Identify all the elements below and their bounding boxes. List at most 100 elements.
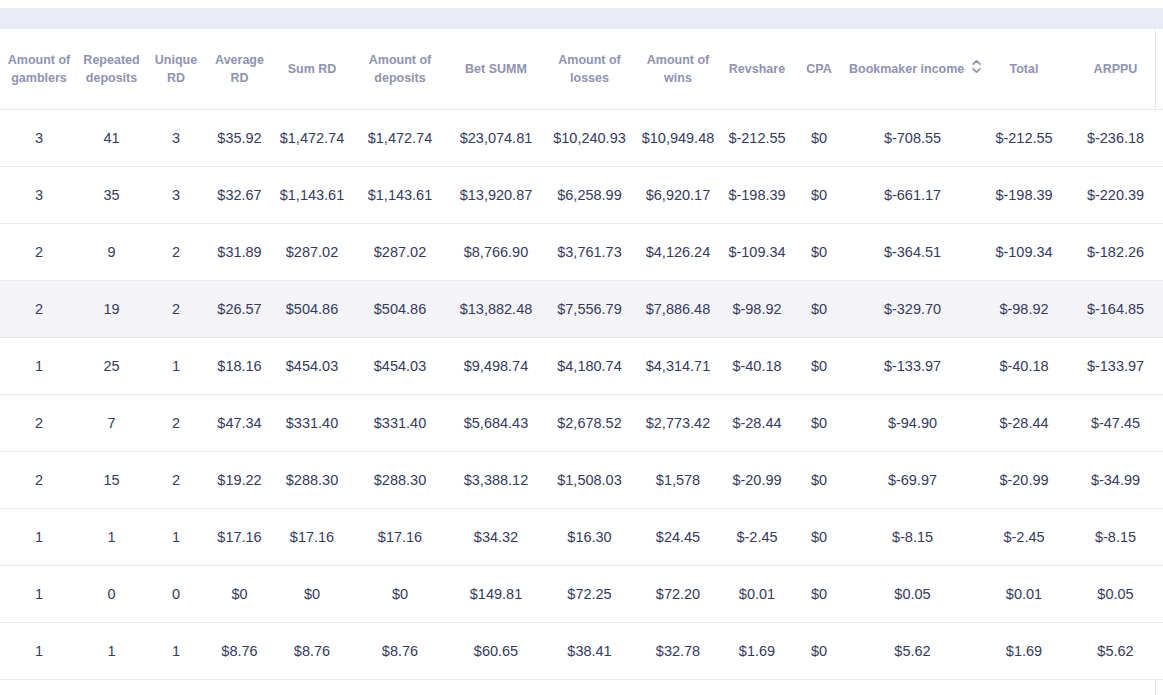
table-row[interactable]: 1251$18.16$454.03$454.03$9,498.74$4,180.…: [0, 337, 1163, 394]
table-body: 3413$35.92$1,472.74$1,472.74$23,074.81$1…: [0, 109, 1163, 679]
cell-revshare: $-109.34: [721, 223, 793, 280]
cell-bookmaker-income: $5.62: [845, 622, 980, 679]
cell-amount-of-losses: $4,180.74: [544, 337, 635, 394]
cell-amount-of-deposits: $288.30: [352, 451, 448, 508]
cell-bet-summ: $13,882.48: [448, 280, 544, 337]
cell-sum-rd: $504.86: [272, 280, 352, 337]
cell-revshare: $-98.92: [721, 280, 793, 337]
cell-average-rd: $8.76: [207, 622, 272, 679]
cell-repeated-deposits: 41: [78, 109, 145, 166]
cell-total: $-212.55: [980, 109, 1068, 166]
cell-unique-rd: 2: [145, 280, 207, 337]
cell-bet-summ: $5,684.43: [448, 394, 544, 451]
cell-amount-of-deposits: $1,472.74: [352, 109, 448, 166]
cell-unique-rd: 2: [145, 223, 207, 280]
cell-arppu: $0.05: [1068, 565, 1163, 622]
cell-total: $-2.45: [980, 508, 1068, 565]
cell-average-rd: $17.16: [207, 508, 272, 565]
table-row[interactable]: 111$8.76$8.76$8.76$60.65$38.41$32.78$1.6…: [0, 622, 1163, 679]
cell-amount-of-losses: $2,678.52: [544, 394, 635, 451]
cell-unique-rd: 0: [145, 565, 207, 622]
table-row[interactable]: 111$17.16$17.16$17.16$34.32$16.30$24.45$…: [0, 508, 1163, 565]
cell-amount-of-gamblers: 2: [0, 394, 78, 451]
cell-average-rd: $18.16: [207, 337, 272, 394]
cell-revshare: $1.69: [721, 622, 793, 679]
cell-cpa: $0: [793, 394, 845, 451]
cell-average-rd: $47.34: [207, 394, 272, 451]
cell-repeated-deposits: 19: [78, 280, 145, 337]
table-row[interactable]: 100$0$0$0$149.81$72.25$72.20$0.01$0$0.05…: [0, 565, 1163, 622]
cell-arppu: $-236.18: [1068, 109, 1163, 166]
cell-repeated-deposits: 1: [78, 508, 145, 565]
cell-amount-of-deposits: $8.76: [352, 622, 448, 679]
cell-bookmaker-income: $-364.51: [845, 223, 980, 280]
table-header: Amount of gamblersRepeated deposits Uniqu…: [0, 29, 1163, 109]
cell-bookmaker-income: $-94.90: [845, 394, 980, 451]
cell-total: $0.01: [980, 565, 1068, 622]
cell-revshare: $-2.45: [721, 508, 793, 565]
cell-amount-of-gamblers: 2: [0, 223, 78, 280]
cell-unique-rd: 3: [145, 166, 207, 223]
column-header-label: Bet SUMM: [465, 62, 527, 76]
cell-amount-of-deposits: $454.03: [352, 337, 448, 394]
column-header-label: Repeated deposits: [83, 53, 139, 85]
horizontal-scrollbar-track[interactable]: [0, 8, 1163, 29]
cell-cpa: $0: [793, 508, 845, 565]
cell-total: $-198.39: [980, 166, 1068, 223]
column-header-arppu: ARPPU: [1068, 29, 1163, 109]
column-header-label: Unique RD: [155, 53, 197, 85]
cell-repeated-deposits: 9: [78, 223, 145, 280]
table-row[interactable]: 3413$35.92$1,472.74$1,472.74$23,074.81$1…: [0, 109, 1163, 166]
cell-bet-summ: $149.81: [448, 565, 544, 622]
column-header-unique-rd: Unique RD: [145, 29, 207, 109]
table-row[interactable]: 3353$32.67$1,143.61$1,143.61$13,920.87$6…: [0, 166, 1163, 223]
cell-amount-of-wins: $4,314.71: [635, 337, 721, 394]
cell-arppu: $-47.45: [1068, 394, 1163, 451]
cell-cpa: $0: [793, 280, 845, 337]
cell-bet-summ: $23,074.81: [448, 109, 544, 166]
cell-sum-rd: $1,472.74: [272, 109, 352, 166]
cell-amount-of-gamblers: 1: [0, 565, 78, 622]
cell-bookmaker-income: $-708.55: [845, 109, 980, 166]
cell-unique-rd: 2: [145, 451, 207, 508]
column-header-label: Revshare: [729, 62, 785, 76]
cell-cpa: $0: [793, 565, 845, 622]
cell-cpa: $0: [793, 109, 845, 166]
column-header-revshare: Revshare: [721, 29, 793, 109]
column-header-bookmaker-income[interactable]: Bookmaker income: [845, 29, 980, 109]
column-header-label: Average RD: [215, 53, 264, 85]
cell-average-rd: $31.89: [207, 223, 272, 280]
cell-total: $-20.99: [980, 451, 1068, 508]
cell-arppu: $-220.39: [1068, 166, 1163, 223]
table-row[interactable]: 2152$19.22$288.30$288.30$3,388.12$1,508.…: [0, 451, 1163, 508]
column-header-amount-of-gamblers: Amount of gamblers: [0, 29, 78, 109]
cell-amount-of-deposits: $17.16: [352, 508, 448, 565]
cell-bookmaker-income: $0.05: [845, 565, 980, 622]
cell-revshare: $-40.18: [721, 337, 793, 394]
column-header-amount-of-wins: Amount of wins: [635, 29, 721, 109]
cell-unique-rd: 3: [145, 109, 207, 166]
cell-revshare: $-20.99: [721, 451, 793, 508]
cell-amount-of-wins: $7,886.48: [635, 280, 721, 337]
cell-average-rd: $35.92: [207, 109, 272, 166]
cell-amount-of-deposits: $331.40: [352, 394, 448, 451]
cell-amount-of-wins: $4,126.24: [635, 223, 721, 280]
cell-arppu: $-133.97: [1068, 337, 1163, 394]
table-row[interactable]: 292$31.89$287.02$287.02$8,766.90$3,761.7…: [0, 223, 1163, 280]
cell-repeated-deposits: 0: [78, 565, 145, 622]
column-header-label: Bookmaker income: [849, 60, 964, 78]
cell-amount-of-wins: $32.78: [635, 622, 721, 679]
sort-arrows-icon[interactable]: [971, 59, 982, 79]
column-header-repeated-deposits: Repeated deposits: [78, 29, 145, 109]
cell-amount-of-losses: $38.41: [544, 622, 635, 679]
cell-amount-of-losses: $7,556.79: [544, 280, 635, 337]
cell-arppu: $-182.26: [1068, 223, 1163, 280]
column-header-average-rd: Average RD: [207, 29, 272, 109]
cell-amount-of-losses: $16.30: [544, 508, 635, 565]
cell-cpa: $0: [793, 622, 845, 679]
table-row[interactable]: 272$47.34$331.40$331.40$5,684.43$2,678.5…: [0, 394, 1163, 451]
cell-sum-rd: $288.30: [272, 451, 352, 508]
cell-amount-of-deposits: $287.02: [352, 223, 448, 280]
table-row[interactable]: 2192$26.57$504.86$504.86$13,882.48$7,556…: [0, 280, 1163, 337]
cell-amount-of-wins: $1,578: [635, 451, 721, 508]
